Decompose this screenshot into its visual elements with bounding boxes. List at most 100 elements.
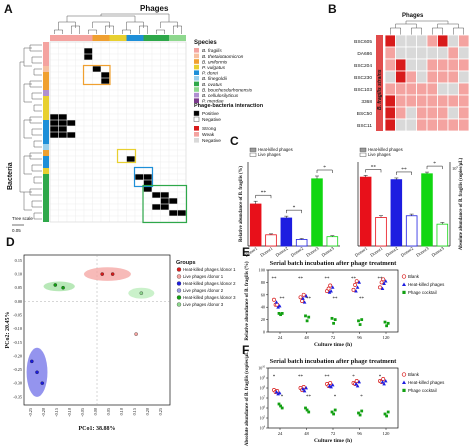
panel-b-cell (405, 94, 417, 108)
x-tick-label: Donor2 (275, 245, 290, 258)
panel-b-cell (426, 58, 438, 72)
strain-label: BSC103 (354, 87, 372, 93)
panel-b-cell (437, 82, 449, 96)
dendrogram-link (31, 56, 42, 64)
data-point (304, 406, 307, 410)
panel-b-cell (405, 58, 417, 72)
dendrogram-link (23, 119, 32, 139)
strain-label: BSC50 (357, 111, 373, 117)
species-swatch (194, 59, 199, 64)
interaction-level-label: Strong (202, 126, 216, 132)
panel-b-cell (416, 94, 428, 108)
x-tick-label: 96 (357, 431, 362, 436)
dendrogram-link (23, 83, 32, 103)
data-point (379, 280, 384, 285)
legend-marker (176, 274, 182, 279)
row-species-bar (43, 42, 49, 222)
y-tick-label: 60 (261, 292, 265, 297)
panel-b-cell (437, 46, 449, 60)
significance-mark: ** (401, 167, 407, 173)
panel-b-cell (426, 34, 438, 48)
interaction-swatch (193, 116, 200, 122)
species-label: P. vulgatus (202, 65, 226, 71)
x-tick-label: Donor2 (385, 245, 400, 258)
legend-swatch (359, 152, 367, 157)
significance-mark: ** (325, 375, 331, 380)
data-point (357, 280, 361, 284)
data-point (383, 320, 387, 324)
significance-mark: * (323, 165, 326, 171)
interaction-label: Negative (202, 117, 221, 123)
x-tick-label: 96 (357, 335, 362, 340)
data-point (279, 313, 282, 317)
significance-mark: ** (306, 297, 312, 302)
x-tick-label: 0.20 (145, 408, 150, 415)
data-point (358, 323, 362, 326)
positive-cell (92, 66, 101, 72)
significance-mark: ** (351, 277, 357, 282)
dendrogram-link (88, 29, 97, 34)
panel-e-time-series: Serial batch incubation after phage trea… (245, 260, 445, 348)
positive-cell (160, 204, 169, 210)
legend-marker (176, 281, 182, 286)
positive-cell (67, 120, 76, 126)
y-tick-label: 107 (260, 396, 266, 401)
y-tick-label: 80 (261, 280, 265, 285)
panel-b-cell (395, 34, 407, 48)
legend-label: Phage cocktail (408, 290, 437, 295)
positive-cell (84, 48, 93, 54)
data-point (277, 391, 282, 395)
panel-b-cell (395, 118, 407, 132)
x-tick-label: Donor2 (400, 245, 415, 258)
legend-label: Live phages (258, 152, 281, 157)
data-point (326, 286, 331, 291)
data-point (355, 384, 360, 388)
dendrogram-link (31, 200, 42, 208)
panel-b-cell (384, 34, 396, 48)
data-point (382, 281, 386, 286)
tree-scale-value: 0.05 (12, 228, 21, 233)
panel-b-cell (447, 58, 459, 72)
interaction-legend-title: Phage-bacteria interaction (194, 103, 264, 109)
data-point (381, 377, 386, 381)
data-point (385, 324, 388, 328)
data-point (386, 321, 390, 325)
dendrogram-link (23, 155, 32, 175)
panel-b-cell (416, 70, 428, 84)
sample-point (40, 381, 45, 385)
panel-b-cell (437, 70, 449, 84)
bar (375, 217, 387, 247)
dendrogram-link (33, 68, 42, 76)
species-label: B. uniformis (202, 59, 228, 65)
column-species-segment (143, 35, 169, 41)
legend-label: Blank (408, 372, 420, 377)
data-point (330, 316, 334, 320)
row-species-segment (43, 156, 49, 168)
x-tick-label: 24 (278, 335, 283, 340)
species-swatch (194, 48, 199, 53)
y-tick-label: 0 (263, 330, 265, 335)
bar (390, 179, 403, 247)
positive-cell (152, 204, 161, 210)
column-species-segment (50, 35, 93, 41)
positive-cell (135, 174, 144, 180)
row-species-segment (43, 72, 49, 90)
legend-marker (402, 388, 406, 392)
data-point (351, 287, 356, 292)
panel-letter-b: B (328, 2, 337, 16)
row-species-segment (43, 168, 49, 174)
significance-mark: * (281, 395, 284, 400)
positive-cell (143, 180, 152, 186)
legend-label: Heat-killed phages /donor 2 (183, 281, 236, 286)
data-point (276, 392, 280, 396)
row-species-segment (43, 66, 49, 72)
positive-cell (126, 156, 135, 162)
panel-b-heatmap: Phages B. fragilis strains BSC605DA686BS… (354, 13, 470, 132)
x-tick-label: 0.05 (106, 408, 111, 415)
panel-b-cell (447, 106, 459, 120)
panel-b-cell (426, 82, 438, 96)
x-tick-label: -0.15 (54, 408, 59, 417)
panel-f-time-series: Serial batch incubation after phage trea… (245, 350, 445, 447)
interaction-level-label: Negative (202, 138, 221, 144)
